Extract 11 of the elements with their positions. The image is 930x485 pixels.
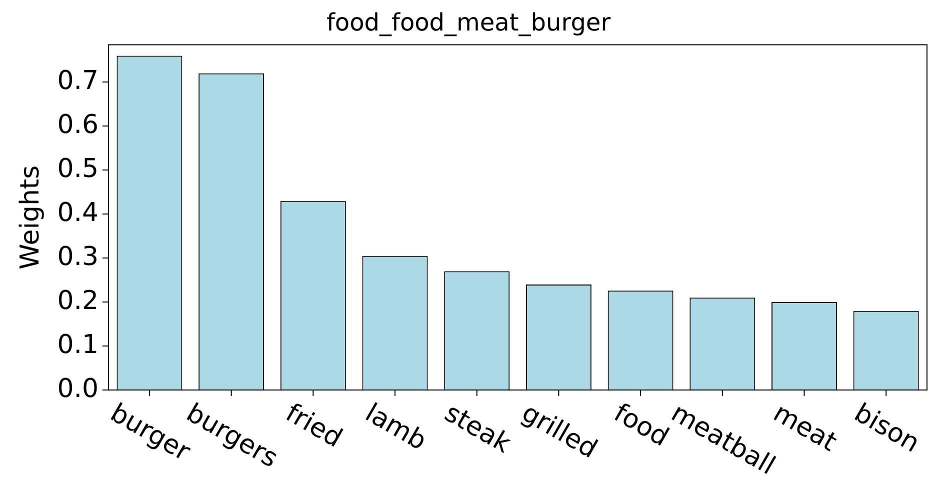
y-tick-label: 0.0	[57, 374, 99, 404]
y-tick-label: 0.7	[57, 66, 99, 96]
chart-title: food_food_meat_burger	[326, 8, 611, 37]
y-tick-label: 0.1	[57, 330, 99, 360]
y-tick-label: 0.6	[57, 110, 99, 140]
y-tick-label: 0.4	[57, 198, 99, 228]
x-tick-label: fried	[280, 398, 348, 454]
y-tick-label: 0.5	[57, 154, 99, 184]
y-tick-label: 0.3	[57, 242, 99, 272]
y-axis-title: Weights	[15, 165, 46, 270]
y-tick-label: 0.2	[57, 286, 99, 316]
